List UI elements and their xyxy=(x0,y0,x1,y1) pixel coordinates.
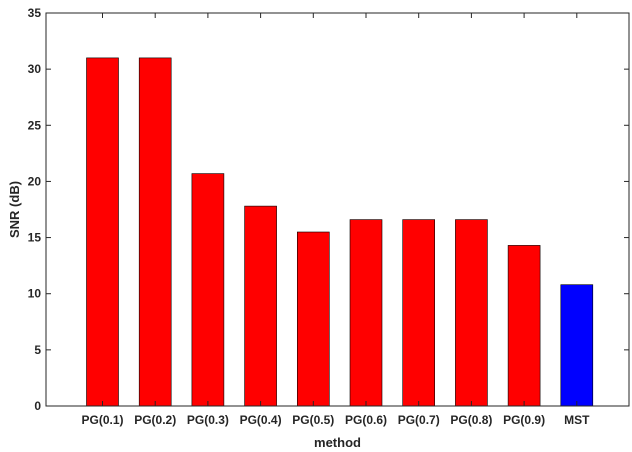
y-tick-label: 0 xyxy=(34,399,41,413)
x-tick-label: PG(0.2) xyxy=(134,413,176,427)
bar-mst xyxy=(560,284,594,407)
y-tick-label: 35 xyxy=(28,6,42,20)
x-tick-label: PG(0.9) xyxy=(503,413,545,427)
y-tick-label: 15 xyxy=(28,231,42,245)
bar-pg-0-1 xyxy=(86,57,119,407)
y-tick-label: 30 xyxy=(28,62,42,76)
bars-group xyxy=(86,57,594,407)
plot-area xyxy=(46,13,629,406)
bar-pg-0-8 xyxy=(455,219,488,407)
x-axis-label: method xyxy=(314,435,361,450)
x-tick-label: PG(0.8) xyxy=(450,413,492,427)
bar-pg-0-7 xyxy=(402,219,436,407)
x-tick-label: PG(0.6) xyxy=(345,413,387,427)
plot-frame xyxy=(45,12,630,407)
bar-pg-0-9 xyxy=(507,245,541,407)
y-tick-label: 20 xyxy=(28,174,42,188)
y-axis-label: SNR (dB) xyxy=(7,181,22,238)
x-tick-label: PG(0.3) xyxy=(187,413,229,427)
x-tick-label: PG(0.7) xyxy=(398,413,440,427)
y-tick-label: 10 xyxy=(28,287,42,301)
bar-pg-0-2 xyxy=(138,57,172,407)
y-tick-label: 25 xyxy=(28,118,42,132)
bar-pg-0-6 xyxy=(349,219,383,407)
x-tick-label: PG(0.1) xyxy=(81,413,123,427)
x-tick-label: PG(0.4) xyxy=(240,413,282,427)
bar-pg-0-3 xyxy=(191,173,225,407)
x-tick-label: PG(0.5) xyxy=(292,413,334,427)
x-tick-label: MST xyxy=(564,413,590,427)
ticks-group: PG(0.1) PG(0.2) PG(0.3) PG(0.4) PG(0.5) PG(0.… xyxy=(28,6,629,427)
bar-pg-0-4 xyxy=(244,205,277,407)
bar-pg-0-5 xyxy=(296,231,330,407)
y-tick-label: 5 xyxy=(34,343,41,357)
